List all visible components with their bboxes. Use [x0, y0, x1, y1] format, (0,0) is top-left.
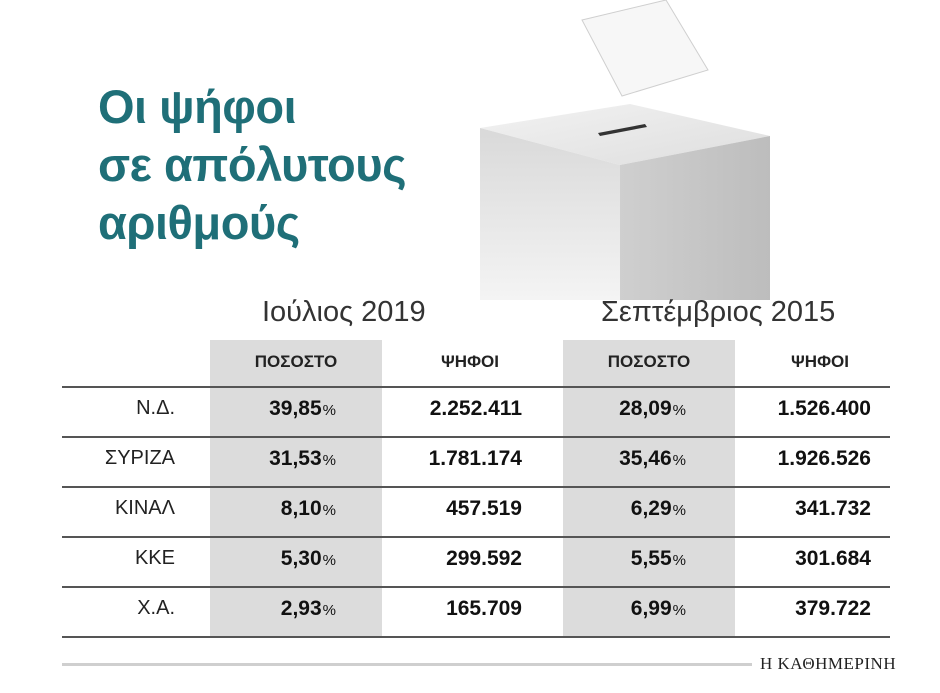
pct-2019-cell: 39,85% [269, 397, 336, 421]
pct-sign: % [672, 602, 686, 619]
party-label: Χ.Α. [137, 597, 175, 619]
header-pct-2015: ΠΟΣΟΣΤΟ [607, 352, 691, 371]
votes-2015-cell: 1.526.400 [777, 397, 871, 420]
period-2019: Ιούλιος 2019 [262, 296, 426, 328]
source-label: Η ΚΑΘΗΜΕΡΙΝΗ [760, 654, 897, 673]
row-divider [62, 636, 890, 638]
pct-2019-cell: 31,53% [269, 447, 336, 471]
pct-value: 6,29 [630, 497, 672, 520]
pct-sign: % [322, 602, 336, 619]
pct-sign: % [322, 402, 336, 419]
pct-sign: % [672, 452, 686, 469]
header-pct-2019: ΠΟΣΟΣΤΟ [254, 352, 338, 371]
party-label: ΚΙΝΑΛ [114, 497, 175, 519]
pct-value: 31,53 [269, 447, 322, 470]
header-votes-2015: ΨΗΦΟΙ [791, 352, 849, 371]
period-2015: Σεπτέμβριος 2015 [601, 296, 836, 328]
pct-value: 5,30 [280, 547, 322, 570]
pct-sign: % [322, 552, 336, 569]
pct-2015-cell: 6,99% [631, 597, 686, 621]
chart-title: Οι ψήφοι σε απόλυτους αριθμούς [98, 78, 407, 252]
bottom-divider [62, 663, 752, 666]
pct-sign: % [672, 402, 686, 419]
votes-2019-cell: 1.781.174 [428, 447, 522, 470]
votes-2015-cell: 341.732 [795, 497, 871, 520]
pct-2015-cell: 5,55% [631, 547, 686, 571]
pct-value: 6,99 [630, 597, 672, 620]
title-line-2: σε απόλυτους [98, 138, 407, 191]
votes-2019-cell: 299.592 [446, 547, 522, 570]
pct-value: 8,10 [280, 497, 322, 520]
pct-2019-cell: 5,30% [281, 547, 336, 571]
votes-2015-cell: 379.722 [795, 597, 871, 620]
title-line-3: αριθμούς [98, 196, 300, 249]
votes-2015-cell: 1.926.526 [777, 447, 871, 470]
party-label: ΣΥΡΙΖΑ [104, 447, 175, 469]
band-2019 [210, 340, 382, 638]
pct-value: 2,93 [280, 597, 322, 620]
pct-2015-cell: 28,09% [619, 397, 686, 421]
pct-sign: % [322, 502, 336, 519]
row-divider [62, 586, 890, 588]
pct-value: 39,85 [269, 397, 322, 420]
votes-2019-cell: 2.252.411 [429, 397, 522, 420]
votes-2019-cell: 457.519 [446, 497, 522, 520]
pct-2019-cell: 2,93% [281, 597, 336, 621]
header-votes-2019: ΨΗΦΟΙ [441, 352, 499, 371]
pct-sign: % [672, 502, 686, 519]
pct-sign: % [322, 452, 336, 469]
ballot-box-icon [480, 0, 770, 300]
row-divider [62, 386, 890, 388]
pct-2019-cell: 8,10% [281, 497, 336, 521]
band-2015 [563, 340, 735, 638]
party-label: ΚΚΕ [134, 547, 175, 569]
votes-2019-cell: 165.709 [446, 597, 522, 620]
pct-value: 35,46 [619, 447, 672, 470]
pct-2015-cell: 35,46% [619, 447, 686, 471]
pct-value: 28,09 [619, 397, 672, 420]
pct-value: 5,55 [630, 547, 672, 570]
title-line-1: Οι ψήφοι [98, 80, 297, 133]
pct-sign: % [672, 552, 686, 569]
pct-2015-cell: 6,29% [631, 497, 686, 521]
row-divider [62, 486, 890, 488]
votes-2015-cell: 301.684 [795, 547, 871, 570]
row-divider [62, 536, 890, 538]
party-label: Ν.Δ. [136, 397, 175, 419]
row-divider [62, 436, 890, 438]
